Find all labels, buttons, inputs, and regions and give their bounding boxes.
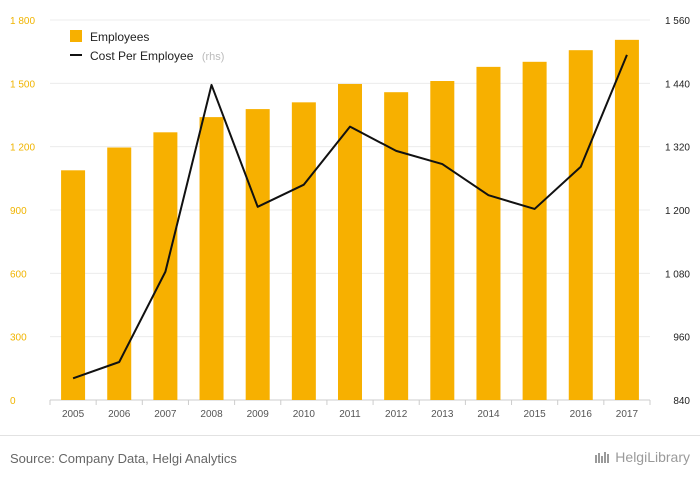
- left-tick-label: 1 800: [10, 16, 35, 27]
- employees-bar: [107, 147, 132, 400]
- left-tick-label: 300: [10, 333, 27, 344]
- employees-bar: [384, 92, 409, 400]
- x-tick-label: 2017: [616, 409, 639, 420]
- legend-cost-note: (rhs): [202, 51, 225, 63]
- legend: Employees Cost Per Employee (rhs): [70, 30, 224, 64]
- legend-cost-text: Cost Per Employee (rhs): [90, 47, 224, 64]
- employees-bars: [61, 39, 639, 401]
- brand-logo[interactable]: HelgiLibrary: [595, 449, 690, 465]
- left-tick-label: 600: [10, 269, 27, 280]
- legend-cost-label: Cost Per Employee: [90, 49, 194, 63]
- x-tick-label: 2011: [339, 409, 361, 420]
- left-tick-label: 1 200: [10, 143, 35, 154]
- right-tick-label: 1 080: [665, 269, 690, 280]
- x-tick-label: 2009: [247, 409, 270, 420]
- employees-bar: [614, 39, 639, 400]
- x-tick-label: 2014: [477, 409, 500, 420]
- left-tick-label: 1 500: [10, 79, 35, 90]
- right-axis-ticks: 840 960 1 080 1 200 1 320 1 440 1 560: [665, 16, 690, 407]
- legend-employees-swatch: [70, 30, 82, 42]
- legend-employees-label: Employees: [90, 30, 149, 44]
- brand-name: HelgiLibrary: [615, 449, 690, 465]
- right-tick-label: 1 200: [665, 206, 690, 217]
- left-tick-label: 0: [10, 396, 16, 407]
- x-tick-label: 2013: [431, 409, 454, 420]
- employees-bar: [430, 81, 455, 400]
- left-tick-label: 900: [10, 206, 27, 217]
- x-tick-label: 2015: [523, 409, 546, 420]
- source-note: Source: Company Data, Helgi Analytics: [10, 451, 237, 466]
- employees-bar: [61, 170, 86, 400]
- right-tick-label: 1 440: [665, 79, 690, 90]
- x-tick-label: 2006: [108, 409, 131, 420]
- cost-per-employee-line: [72, 54, 628, 380]
- x-axis-ticks: 2005 2006 2007 2008 2009 2010 2011 2012 2013 2014…: [49, 400, 651, 420]
- x-tick-label: 2016: [570, 409, 593, 420]
- employees-bar: [476, 66, 501, 400]
- left-axis-ticks: 0 300 600 900 1 200 1 500 1 800: [10, 16, 35, 407]
- x-tick-label: 2008: [200, 409, 223, 420]
- employees-bar: [153, 132, 178, 401]
- combo-chart: 0 300 600 900 1 200 1 500 1 800 840 960 1 080 1 2…: [10, 16, 690, 420]
- employees-bar: [522, 61, 547, 401]
- employees-bar: [291, 102, 316, 400]
- x-tick-label: 2007: [154, 409, 177, 420]
- right-tick-label: 960: [673, 333, 690, 344]
- x-tick-label: 2012: [385, 409, 408, 420]
- right-tick-label: 840: [673, 396, 690, 407]
- right-tick-label: 1 320: [665, 143, 690, 154]
- x-tick-label: 2005: [62, 409, 85, 420]
- footer-divider: [0, 435, 700, 436]
- employees-bar: [245, 109, 270, 400]
- employees-bar: [199, 117, 224, 400]
- library-icon: [595, 452, 610, 463]
- x-tick-label: 2010: [293, 409, 316, 420]
- right-tick-label: 1 560: [665, 16, 690, 27]
- employees-bar: [568, 50, 593, 400]
- cost-per-employee-line-group: [72, 54, 628, 380]
